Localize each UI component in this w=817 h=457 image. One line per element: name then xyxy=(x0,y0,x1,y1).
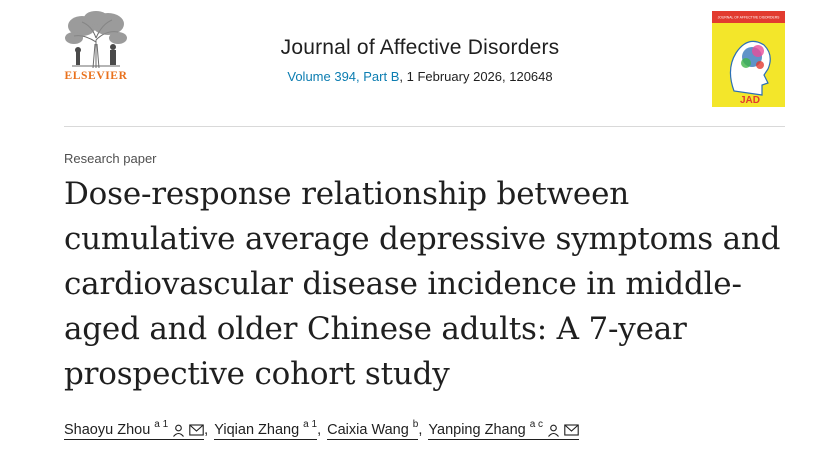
article-header: ELSEVIER Journal of Affective Disorders … xyxy=(0,0,817,128)
issue-link[interactable]: Volume 394, Part B xyxy=(287,69,400,84)
cover-title: JOURNAL OF AFFECTIVE DISORDERS xyxy=(718,16,781,20)
author-link[interactable]: Yanping Zhang a c xyxy=(428,418,580,440)
elsevier-logo-link[interactable] xyxy=(62,10,130,86)
author-separator: , xyxy=(418,422,423,438)
person-icon xyxy=(173,424,185,437)
author-name: Shaoyu Zhou xyxy=(64,422,151,438)
author-separator: , xyxy=(204,422,209,438)
author-name: Caixia Wang xyxy=(327,422,409,438)
elsevier-tree-icon xyxy=(65,11,127,69)
author-name: Yanping Zhang xyxy=(428,422,526,438)
author-affiliation: b xyxy=(412,418,419,430)
author-affiliation: a c xyxy=(529,418,544,430)
author-affiliation: a 1 xyxy=(303,418,318,430)
author-list: Shaoyu Zhou a 1 , Yiqian Zhang a 1 , Cai… xyxy=(64,418,580,440)
article-title: Dose-response relationship between cumul… xyxy=(64,176,781,392)
article-type: Research paper xyxy=(64,151,157,166)
envelope-icon xyxy=(564,424,579,436)
author-link[interactable]: Caixia Wang b xyxy=(327,418,419,440)
issue-details: , 1 February 2026, 120648 xyxy=(399,69,553,84)
envelope-icon xyxy=(189,424,204,436)
author-name: Yiqian Zhang xyxy=(214,422,300,438)
journal-cover-image: JOURNAL OF AFFECTIVE DISORDERS JAD xyxy=(712,11,785,107)
cover-mark: JAD xyxy=(740,95,760,106)
journal-name-link[interactable]: Journal of Affective Disorders xyxy=(280,36,560,59)
author-link[interactable]: Yiqian Zhang a 1 xyxy=(214,418,318,440)
author-affiliation: a 1 xyxy=(154,418,169,430)
journal-cover-link[interactable]: JOURNAL OF AFFECTIVE DISORDERS JAD xyxy=(712,11,785,107)
journal-info: Journal of Affective Disorders Volume 39… xyxy=(200,36,640,84)
publisher-name: ELSEVIER xyxy=(64,70,128,82)
header-divider xyxy=(64,126,785,127)
person-icon xyxy=(548,424,559,437)
issue-line: Volume 394, Part B, 1 February 2026, 120… xyxy=(200,69,640,84)
author-link[interactable]: Shaoyu Zhou a 1 xyxy=(64,418,205,440)
author-separator: , xyxy=(317,422,322,438)
